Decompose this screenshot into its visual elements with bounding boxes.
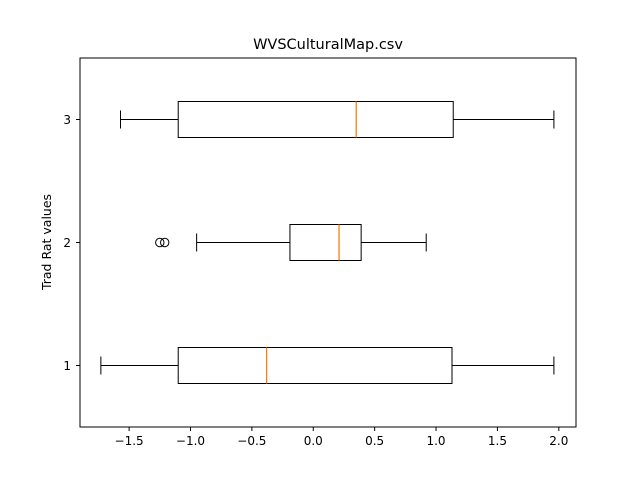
chart-title: WVSCulturalMap.csv (253, 37, 403, 53)
y-tick-label: 2 (63, 236, 71, 250)
outlier-point (155, 237, 165, 248)
box-iqr (177, 101, 454, 138)
x-tick-label: 0.5 (365, 434, 384, 448)
x-tick-label: −1.0 (176, 434, 205, 448)
x-tick-label: 1.5 (488, 434, 507, 448)
plot-frame (79, 57, 577, 428)
box-iqr (177, 347, 453, 384)
x-tick-label: −0.5 (237, 434, 266, 448)
x-tick-label: 0.0 (304, 434, 323, 448)
box-iqr (289, 224, 362, 261)
plot-area: −1.5 −1.0 −0.5 0.0 0.5 1.0 1.5 2.0 1 2 3 (63, 101, 568, 448)
x-tick-label: −1.5 (115, 434, 144, 448)
x-tick-label: 1.0 (426, 434, 445, 448)
outlier-point (160, 237, 170, 248)
y-tick-label: 3 (63, 113, 71, 127)
y-tick-label: 1 (63, 359, 71, 373)
y-axis-label: Trad Rat values (39, 194, 54, 291)
x-tick-label: 2.0 (549, 434, 568, 448)
